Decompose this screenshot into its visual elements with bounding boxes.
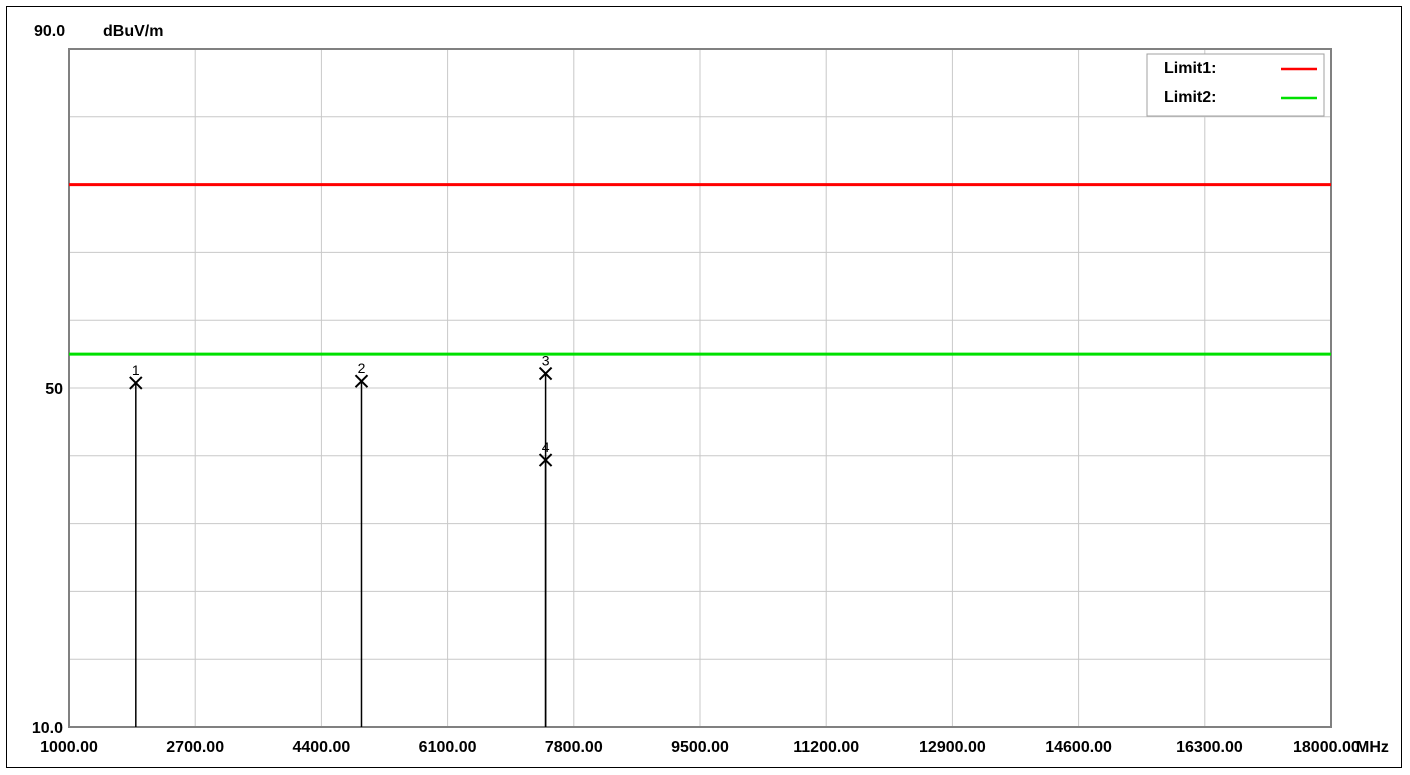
legend-box [1146,53,1325,117]
x-tick-label: 1000.00 [40,739,98,756]
x-tick-label: 16300.00 [1176,739,1243,756]
x-tick-label: 14600.00 [1045,739,1112,756]
marker-x [538,366,553,381]
marker-x [538,453,553,467]
x-tick-label: 9500.00 [671,739,729,756]
marker-label: 2 [358,360,366,376]
marker-label: 4 [542,439,550,455]
x-tick-label: 18000.00 [1293,739,1360,756]
marker-x [354,374,369,388]
x-tick-label: 7800.00 [545,739,603,756]
x-tick-label: 6100.00 [419,739,477,756]
y-unit-label: dBuV/m [103,23,163,40]
x-tick-label: 12900.00 [919,739,986,756]
plot-border [68,48,1332,728]
x-tick-label: 2700.00 [166,739,224,756]
chart-frame [6,6,1402,768]
x-unit-label: MHz [1356,739,1389,756]
marker-label: 3 [542,353,550,369]
legend-label: Limit1: [1164,60,1216,77]
y-tick-label: 10.0 [32,720,63,737]
x-tick-label: 11200.00 [793,739,859,756]
legend-label: Limit2: [1164,89,1216,106]
marker-label: 1 [132,362,140,378]
y-top-label: 90.0 [34,23,65,40]
marker-x [129,376,143,390]
x-tick-label: 4400.00 [292,739,350,756]
y-tick-label: 50 [45,381,63,398]
